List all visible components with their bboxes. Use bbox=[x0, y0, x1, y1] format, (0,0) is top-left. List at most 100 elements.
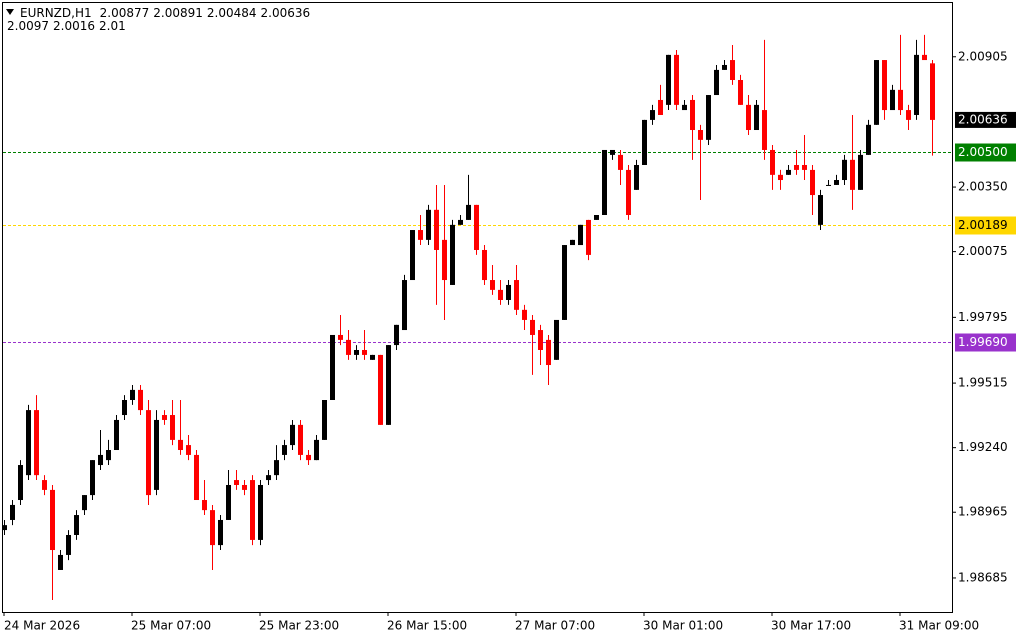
candle-body bbox=[746, 104, 751, 131]
level-label-box bbox=[955, 143, 1016, 162]
candle-body bbox=[10, 504, 15, 520]
candle-body bbox=[874, 60, 879, 125]
candle-body bbox=[138, 389, 143, 411]
candle-body bbox=[850, 159, 855, 190]
y-tick-label: 1.99515 bbox=[958, 376, 1008, 390]
menu-arrow[interactable] bbox=[6, 9, 14, 15]
candle-body bbox=[34, 410, 39, 476]
candle-body bbox=[818, 195, 823, 225]
level-label: 2.00500 bbox=[958, 145, 1008, 159]
candle-body bbox=[554, 319, 559, 360]
y-tick-label: 1.99240 bbox=[958, 440, 1008, 454]
candle-body bbox=[538, 330, 543, 350]
candle-body bbox=[2, 525, 7, 531]
candle-body bbox=[738, 80, 743, 105]
candle-body bbox=[666, 54, 671, 105]
candle-body bbox=[514, 280, 519, 310]
candle-body bbox=[66, 534, 71, 555]
y-tick-label: 2.00350 bbox=[958, 180, 1008, 194]
indicator-value: 2.01 bbox=[99, 19, 126, 33]
candle-body bbox=[338, 334, 343, 340]
candle-body bbox=[378, 354, 383, 425]
x-tick-label: 26 Mar 15:00 bbox=[387, 619, 467, 633]
last-price-label: 2.00636 bbox=[958, 112, 1008, 126]
candle-body bbox=[586, 219, 591, 255]
candle-body bbox=[898, 89, 903, 111]
candle-body bbox=[714, 69, 719, 96]
candle-body bbox=[346, 339, 351, 355]
candle-body bbox=[474, 204, 479, 250]
candle-body bbox=[882, 60, 887, 111]
candle-body bbox=[314, 439, 319, 461]
candle-body bbox=[842, 159, 847, 181]
candle-body bbox=[386, 345, 391, 425]
candle-body bbox=[242, 484, 247, 490]
candle-body bbox=[602, 149, 607, 215]
y-tick-label: 2.00075 bbox=[958, 244, 1008, 258]
candle-body bbox=[802, 164, 807, 170]
candle-body bbox=[914, 54, 919, 115]
candle-body bbox=[122, 400, 127, 416]
candle-body bbox=[194, 454, 199, 501]
candle-body bbox=[186, 445, 191, 455]
y-tick-label: 1.98965 bbox=[958, 505, 1008, 519]
candle-body bbox=[442, 239, 447, 281]
level-label: 2.00189 bbox=[958, 218, 1008, 232]
candle-body bbox=[106, 450, 111, 461]
candle-body bbox=[114, 419, 119, 451]
candle-body bbox=[610, 149, 615, 155]
candle-body bbox=[450, 224, 455, 285]
candle-body bbox=[266, 475, 271, 481]
candle-body bbox=[130, 389, 135, 401]
x-tick-label: 31 Mar 09:00 bbox=[899, 619, 979, 633]
candle-body bbox=[530, 319, 535, 335]
candle-body bbox=[82, 495, 87, 511]
candle-body bbox=[762, 110, 767, 150]
candle-body bbox=[594, 214, 599, 220]
candle-body bbox=[922, 54, 927, 61]
ohlc-close: 2.00636 bbox=[261, 6, 311, 20]
level-label-box bbox=[955, 333, 1016, 352]
candle-body bbox=[418, 230, 423, 240]
candle-body bbox=[50, 489, 55, 551]
candle-body bbox=[674, 54, 679, 105]
indicator-value: 2.0016 bbox=[53, 19, 95, 33]
candle-body bbox=[730, 60, 735, 81]
candle-body bbox=[178, 439, 183, 451]
candle-body bbox=[570, 239, 575, 246]
candle-body bbox=[306, 454, 311, 461]
candle-body bbox=[434, 209, 439, 250]
x-tick-label: 27 Mar 07:00 bbox=[515, 619, 595, 633]
chart-header: EURNZD,H1 2.00877 2.00891 2.00484 2.00636 bbox=[20, 6, 310, 20]
candle-body bbox=[698, 130, 703, 140]
candle-body bbox=[410, 230, 415, 281]
candle-body bbox=[890, 89, 895, 111]
candle-body bbox=[18, 465, 23, 501]
candle-body bbox=[690, 99, 695, 131]
candle-body bbox=[210, 510, 215, 546]
indicator-value: 2.0097 bbox=[7, 19, 49, 33]
candle-body bbox=[234, 480, 239, 485]
candle-body bbox=[826, 184, 831, 186]
candle-body bbox=[722, 64, 727, 70]
x-tick-label: 25 Mar 23:00 bbox=[259, 619, 339, 633]
candle-body bbox=[906, 110, 911, 120]
candle-body bbox=[354, 349, 359, 355]
candle-body bbox=[298, 424, 303, 455]
candle-body bbox=[498, 289, 503, 300]
candle-body bbox=[650, 110, 655, 120]
candle-body bbox=[322, 400, 327, 440]
candle-body bbox=[770, 149, 775, 175]
candle-body bbox=[626, 169, 631, 215]
candle-body bbox=[90, 460, 95, 496]
symbol: EURNZD,H1 bbox=[20, 6, 92, 20]
candle-body bbox=[274, 460, 279, 476]
candle-body bbox=[154, 419, 159, 490]
candle-body bbox=[682, 104, 687, 111]
candle-body bbox=[202, 500, 207, 511]
candle-body bbox=[858, 154, 863, 190]
candle-body bbox=[578, 224, 583, 246]
candle-body bbox=[362, 349, 367, 355]
x-tick-label: 30 Mar 17:00 bbox=[771, 619, 851, 633]
